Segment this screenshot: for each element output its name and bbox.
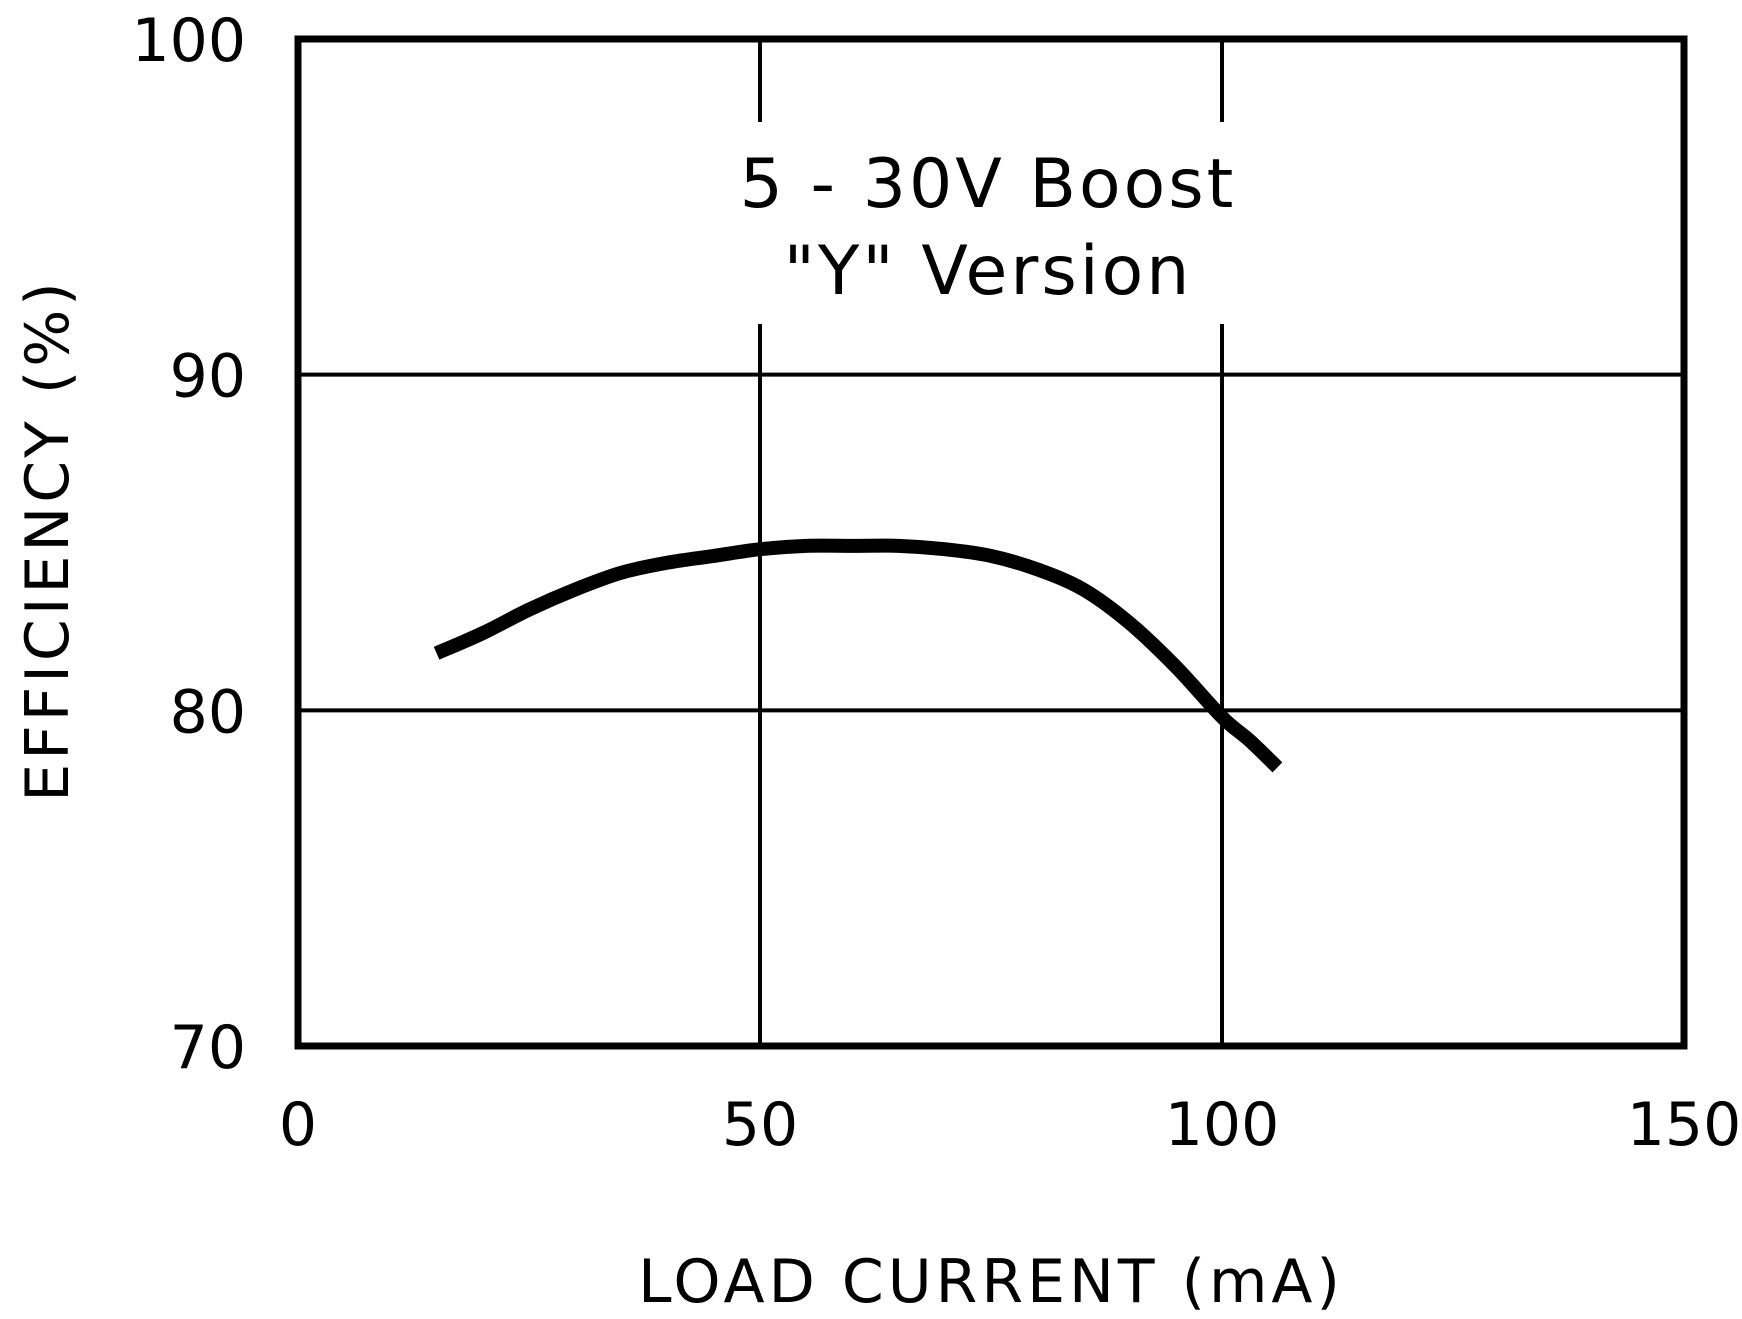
x-axis-label: LOAD CURRENT (mA): [638, 1247, 1344, 1317]
annotation-line-1: 5 - 30V Boost: [740, 145, 1237, 224]
tick-labels: 0 50 100 150 70 80 90 100: [131, 6, 1741, 1160]
annotation: 5 - 30V Boost "Y" Version: [700, 122, 1276, 324]
x-tick-label: 100: [1165, 1090, 1280, 1160]
efficiency-series-line: [433, 538, 1283, 773]
x-tick-label: 50: [722, 1090, 798, 1160]
x-tick-label: 0: [279, 1090, 317, 1160]
y-axis-label: EFFICIENCY (%): [13, 278, 83, 801]
y-tick-label: 80: [170, 677, 246, 747]
y-tick-label: 90: [170, 342, 246, 412]
plot-frame: [294, 35, 1688, 1050]
y-tick-label: 70: [170, 1013, 246, 1083]
annotation-background: [700, 122, 1276, 324]
annotation-line-2: "Y" Version: [784, 232, 1193, 311]
x-tick-label: 150: [1627, 1090, 1742, 1160]
y-tick-label: 100: [131, 6, 246, 76]
